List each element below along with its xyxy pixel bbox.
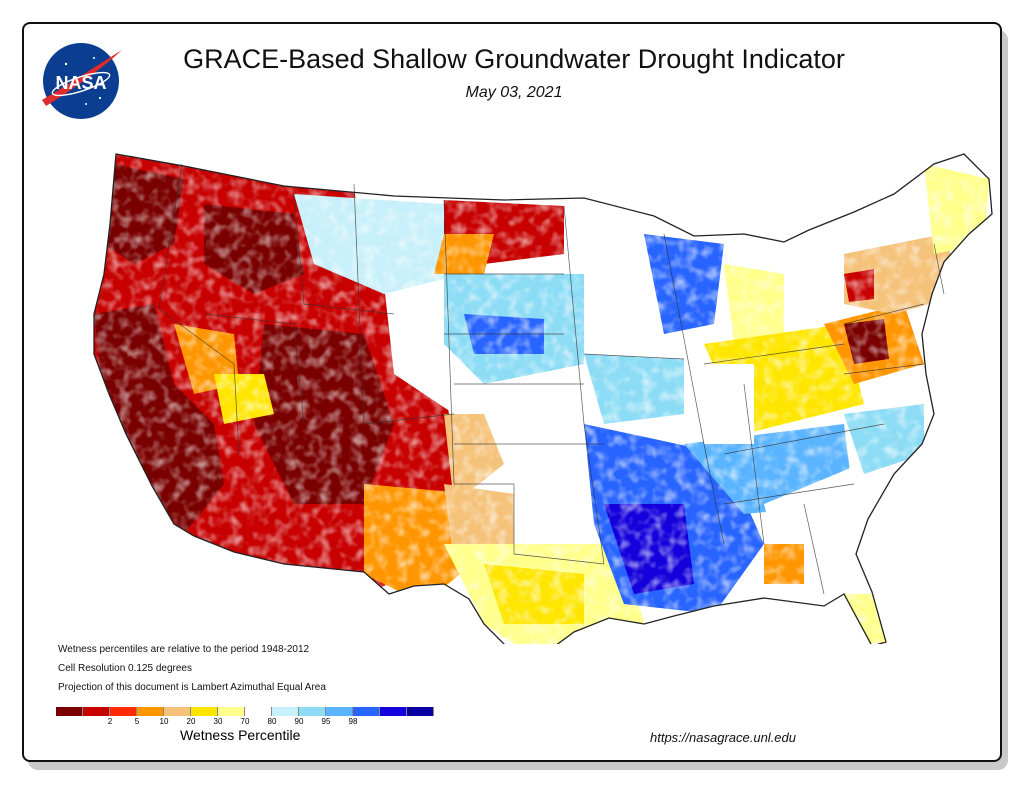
legend-swatch [380,707,407,716]
legend-swatch [353,707,380,716]
legend-tick-label: 95 [321,717,331,726]
us-drought-map [93,153,993,644]
source-url: https://nasagrace.unl.edu [650,730,796,745]
legend-ticks: 2 5 10 20 30 70 80 90 95 98 [56,716,434,728]
note-percentile-period: Wetness percentiles are relative to the … [58,644,310,655]
legend-swatch [191,707,218,716]
legend-swatch [110,707,137,716]
map-title: GRACE-Based Shallow Groundwater Drought … [183,44,845,74]
legend-swatch [407,707,434,716]
legend-swatch [137,707,164,716]
legend-swatch [83,707,110,716]
note-cell-resolution: Cell Resolution 0.125 degrees [58,663,192,674]
legend-tick-label: 90 [294,717,304,726]
legend-tick-label: 2 [107,717,113,726]
note-projection: Projection of this document is Lambert A… [58,682,326,693]
legend-swatch [272,707,299,716]
legend-tick-label: 80 [267,717,277,726]
legend-swatch [218,707,245,716]
legend-title: Wetness Percentile [180,727,301,743]
legend-tick-label: 5 [134,717,140,726]
legend-swatch [245,707,272,716]
map-notes: Wetness percentiles are relative to the … [58,640,326,697]
legend-tick-label: 10 [159,717,169,726]
legend-color-bar [56,707,434,716]
legend-swatch [299,707,326,716]
svg-text:NASA: NASA [55,73,106,93]
legend-tick-label: 30 [213,717,223,726]
legend-swatch [56,707,83,716]
legend-tick-label: 20 [186,717,196,726]
map-frame: NASA GRACE-Based Shallow Groundwater Dro… [22,22,1002,762]
legend-tick-label: 70 [240,717,250,726]
legend-swatch [326,707,353,716]
map-date: May 03, 2021 [465,84,563,101]
state-borders [158,163,945,595]
legend-swatch [164,707,191,716]
legend-tick-label: 98 [348,717,358,726]
map-fill [94,154,992,644]
color-legend: 2 5 10 20 30 70 80 90 95 98 Wetness Percentile [56,707,434,743]
nasa-logo: NASA [42,43,122,119]
